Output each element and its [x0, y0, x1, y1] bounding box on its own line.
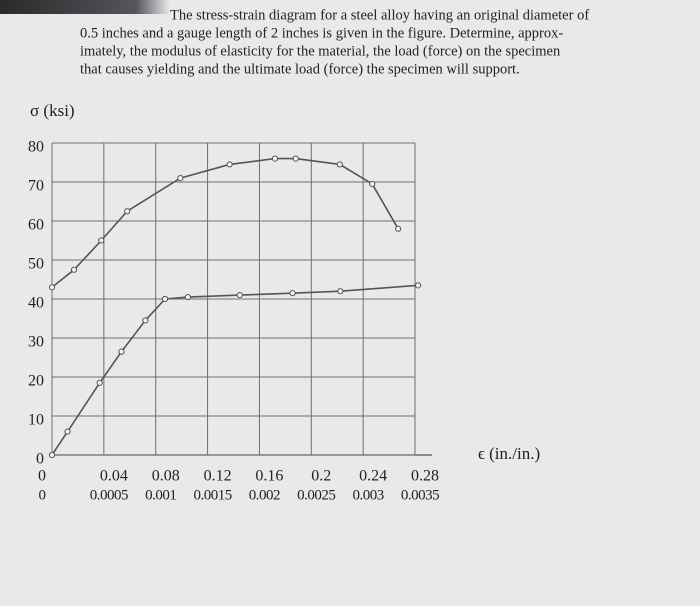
x2-tick-label: 0 [39, 487, 46, 503]
point [48, 451, 56, 459]
point [415, 282, 422, 289]
point [336, 161, 343, 168]
x-tick-label: 0.12 [204, 468, 232, 485]
point [337, 288, 344, 295]
y-tick-label: 0 [36, 451, 44, 468]
y-tick-label: 80 [28, 139, 44, 156]
point [142, 317, 149, 324]
problem-text: that causes yielding and the ultimate lo… [80, 61, 520, 77]
point [96, 379, 103, 386]
y-tick-label: 20 [28, 373, 44, 390]
y-tick-label: 30 [28, 334, 44, 351]
x2-tick-label: 0.003 [353, 487, 384, 503]
x2-tick-label: 0.0025 [297, 487, 335, 503]
problem-text: 0.5 inches and a gauge length of 2 inche… [80, 25, 563, 41]
x-tick-label: 0.08 [152, 468, 180, 485]
point [48, 284, 56, 291]
x-tick-label: 0.28 [411, 468, 439, 485]
x2-tick-label: 0.002 [249, 487, 280, 503]
x-tick-label: 0.24 [359, 468, 387, 485]
point [177, 175, 184, 182]
point [184, 293, 191, 301]
x-tick-label: 0.16 [255, 468, 283, 485]
point [118, 348, 125, 355]
problem-text: imately, the modulus of elasticity for t… [80, 43, 561, 59]
point [70, 266, 78, 273]
x-tick-label: 0 [38, 468, 46, 485]
point [395, 225, 402, 232]
x-tick-label: 0.04 [100, 468, 128, 485]
point [369, 180, 376, 188]
x-axis-label: ϵ (in./in.) [478, 444, 540, 463]
point [236, 292, 243, 299]
x2-tick-label: 0.0015 [193, 487, 231, 503]
x2-tick-label: 0.0005 [90, 487, 128, 503]
y-axis-label: σ (ksi) [30, 101, 75, 120]
y-tick-label: 10 [28, 412, 44, 429]
x2-tick-label: 0.001 [145, 487, 176, 503]
point [161, 295, 169, 303]
point [271, 155, 279, 162]
point [226, 161, 233, 168]
point [292, 155, 299, 162]
point [98, 237, 105, 244]
x-tick-label: 0.2 [311, 468, 331, 485]
point [124, 208, 131, 215]
problem-text: The stress-strain diagram for a steel al… [170, 7, 589, 23]
y-tick-label: 40 [28, 295, 44, 312]
point [289, 290, 296, 297]
y-tick-label: 70 [28, 178, 44, 195]
page-edge [0, 0, 170, 14]
y-tick-label: 50 [28, 256, 44, 273]
point [64, 428, 71, 435]
y-tick-label: 60 [28, 217, 44, 234]
x2-tick-label: 0.0035 [401, 487, 439, 503]
